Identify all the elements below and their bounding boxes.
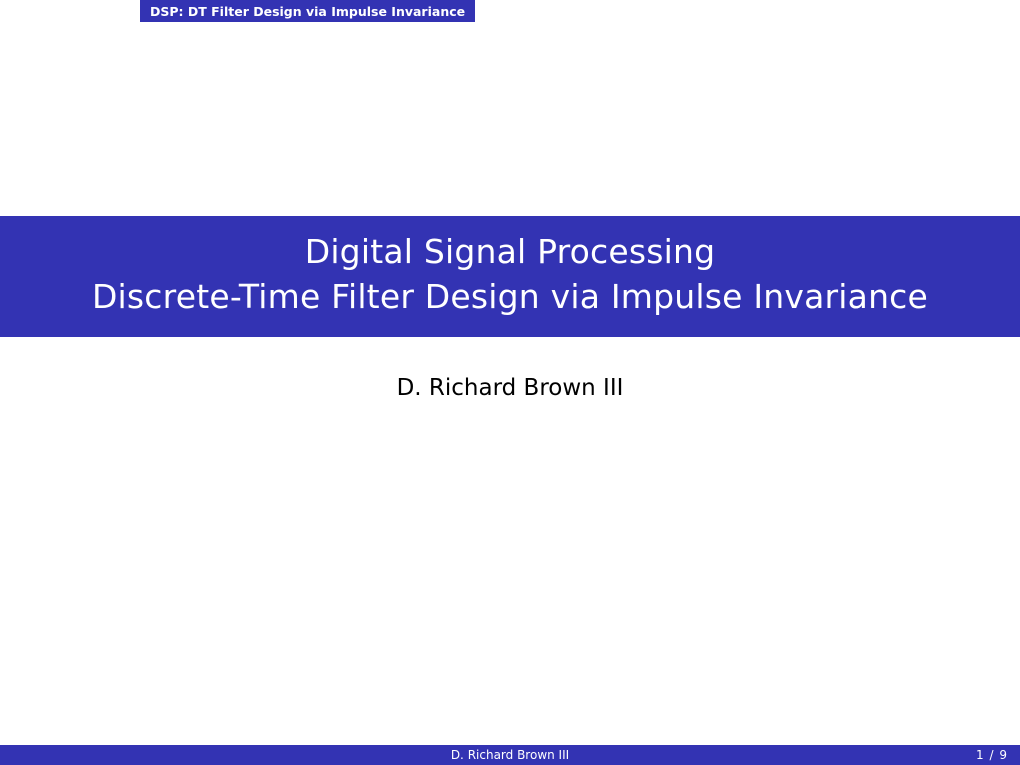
slide-content: Digital Signal Processing Discrete-Time … bbox=[0, 22, 1020, 745]
footer-page-number: 1 / 9 bbox=[976, 748, 1008, 762]
title-line-1: Digital Signal Processing bbox=[20, 230, 1000, 275]
slide: DSP: DT Filter Design via Impulse Invari… bbox=[0, 0, 1020, 765]
author: D. Richard Brown III bbox=[0, 375, 1020, 401]
footer-bar: D. Richard Brown III 1 / 9 bbox=[0, 745, 1020, 765]
title-line-2: Discrete-Time Filter Design via Impulse … bbox=[20, 275, 1000, 320]
header-bar: DSP: DT Filter Design via Impulse Invari… bbox=[0, 0, 1020, 22]
title-block: Digital Signal Processing Discrete-Time … bbox=[0, 216, 1020, 337]
header-section-tab: DSP: DT Filter Design via Impulse Invari… bbox=[140, 0, 475, 22]
footer-author: D. Richard Brown III bbox=[451, 748, 569, 762]
